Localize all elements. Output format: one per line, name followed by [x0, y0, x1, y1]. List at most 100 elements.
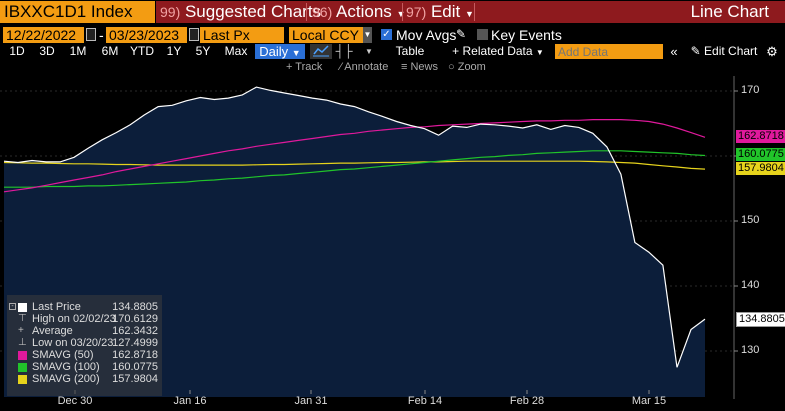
calendar-icon[interactable] — [86, 28, 96, 41]
bar-chart-style-button[interactable]: ┤├ — [334, 44, 354, 59]
end-date-input[interactable]: 03/23/2023 — [106, 27, 187, 43]
edit-label: Edit — [430, 2, 461, 21]
legend-row-sma200: SMAVG (200) 157.9804 — [7, 373, 162, 385]
legend-value: 134.8805 — [112, 301, 158, 313]
x-tick-label: Feb 14 — [407, 395, 443, 407]
chevron-down-icon: ▼ — [291, 48, 301, 58]
related-data-label: Related Data — [462, 44, 533, 58]
y-tick-label: 140 — [741, 279, 760, 291]
legend-value: 127.4999 — [112, 337, 158, 349]
news-label: News — [410, 61, 438, 73]
legend-label: Last Price — [32, 301, 81, 313]
legend-value: 170.6129 — [112, 313, 158, 325]
sma100-last-value-tag: 160.0775 — [736, 148, 785, 162]
suggested-charts-menu[interactable]: 99) Suggested Charts — [160, 1, 321, 23]
line-chart-icon — [313, 45, 329, 57]
legend-row-low: ⊥ Low on 03/20/23 127.4999 — [7, 337, 162, 349]
price-field-select[interactable]: Last Px — [200, 27, 284, 43]
period-1y-button[interactable]: 1Y — [166, 44, 182, 58]
chevron-down-icon: ▼ — [465, 9, 474, 19]
frequency-select[interactable]: Daily ▼ — [255, 44, 305, 59]
period-1m-button[interactable]: 1M — [69, 44, 87, 58]
high-marker-icon: ⊤ — [18, 313, 27, 324]
legend-row-last-price: Last Price 134.8805 — [7, 301, 162, 313]
price-last-value-tag: 134.8805 — [736, 312, 785, 328]
x-tick-label: Mar 15 — [631, 395, 667, 407]
collapse-legend-icon[interactable]: - — [9, 303, 16, 310]
legend-label: Low on 03/20/23 — [32, 337, 114, 349]
green-square-icon — [18, 363, 27, 372]
frequency-label: Daily — [259, 44, 289, 59]
line-chart-style-button[interactable] — [310, 44, 332, 59]
legend-label: High on 02/02/23 — [32, 313, 116, 325]
zoom-tool[interactable]: ○ Zoom — [448, 61, 486, 74]
chevron-down-icon: ▼ — [535, 48, 544, 57]
edit-menu[interactable]: 97) Edit ▼ — [406, 1, 474, 23]
y-tick-label: 130 — [741, 344, 760, 356]
period-6m-button[interactable]: 6M — [101, 44, 119, 58]
sma50-line — [3, 118, 706, 193]
period-5y-button[interactable]: 5Y — [195, 44, 211, 58]
period-max-button[interactable]: Max — [224, 44, 248, 58]
legend-label: SMAVG (50) — [32, 349, 94, 361]
actions-number: 96) — [312, 4, 333, 20]
currency-select[interactable]: Local CCY — [289, 27, 363, 43]
legend-value: 162.8718 — [112, 349, 158, 361]
table-button[interactable]: Table — [395, 44, 425, 58]
key-events-label: Key Events — [491, 27, 562, 43]
legend-label: SMAVG (200) — [32, 373, 100, 385]
pencil-icon[interactable]: ✎ — [456, 27, 467, 41]
annotate-tool[interactable]: ⁄ Annotate — [340, 61, 388, 74]
legend-row-high: ⊤ High on 02/02/23 170.6129 — [7, 313, 162, 325]
x-tick-label: Feb 28 — [509, 395, 545, 407]
news-tool[interactable]: ≡ News — [401, 61, 438, 74]
legend-label: SMAVG (100) — [32, 361, 100, 373]
chart-type-title: Line Chart — [690, 2, 769, 21]
x-tick-label: Dec 30 — [57, 395, 93, 407]
magnifier-icon: ○ — [448, 61, 455, 73]
plus-icon: + — [452, 44, 460, 58]
menu-divider — [402, 3, 403, 21]
line-draw-icon: ⁄ — [340, 61, 342, 73]
white-square-icon — [18, 303, 27, 312]
date-range-dash: - — [99, 27, 104, 43]
period-3d-button[interactable]: 3D — [39, 44, 55, 58]
collapse-left-icon[interactable]: « — [670, 44, 678, 59]
sma50-last-value-tag: 162.8718 — [736, 130, 785, 144]
period-ytd-button[interactable]: YTD — [130, 44, 154, 58]
sma200-last-value-tag: 157.9804 — [736, 162, 785, 176]
magenta-square-icon — [18, 351, 27, 360]
low-marker-icon: ⊥ — [18, 337, 27, 348]
pencil-icon: ✎ — [690, 44, 701, 58]
yellow-square-icon — [18, 375, 27, 384]
period-1d-button[interactable]: 1D — [9, 44, 25, 58]
sma100-line — [4, 150, 706, 188]
x-tick-label: Jan 16 — [173, 395, 207, 407]
ohlc-bars-icon: ┤├ — [335, 44, 353, 58]
y-tick-label: 170 — [741, 84, 760, 96]
chevron-down-icon[interactable]: ▼ — [365, 47, 373, 56]
suggested-charts-label: Suggested Charts — [184, 2, 322, 21]
key-events-checkbox[interactable] — [477, 29, 488, 40]
start-date-input[interactable]: 12/22/2022 — [3, 27, 84, 43]
legend-row-sma50: SMAVG (50) 162.8718 — [7, 349, 162, 361]
legend-label: Average — [32, 325, 73, 337]
actions-menu[interactable]: 96) Actions ▼ — [312, 1, 405, 23]
edit-chart-button[interactable]: ✎ Edit Chart — [686, 44, 762, 59]
related-data-button[interactable]: + Related Data ▼ — [446, 44, 550, 59]
menu-divider — [306, 3, 307, 21]
calendar-icon[interactable] — [189, 28, 199, 41]
chevron-down-icon[interactable]: ▼ — [363, 27, 372, 43]
suggested-charts-number: 99) — [160, 4, 181, 20]
add-data-input[interactable] — [555, 44, 663, 59]
track-tool[interactable]: + Track — [286, 61, 322, 74]
mov-avgs-checkbox[interactable]: ✓ — [381, 29, 392, 40]
y-tick-label: 150 — [741, 214, 760, 226]
gear-icon[interactable]: ⚙ — [766, 44, 778, 59]
chart-legend: - Last Price 134.8805 ⊤ High on 02/02/23… — [7, 295, 162, 396]
legend-row-sma100: SMAVG (100) 160.0775 — [7, 361, 162, 373]
ticker-field[interactable]: IBXXC1D1 Index — [0, 1, 155, 23]
edit-chart-label: Edit Chart — [704, 44, 758, 58]
annotate-label: Annotate — [344, 61, 389, 73]
